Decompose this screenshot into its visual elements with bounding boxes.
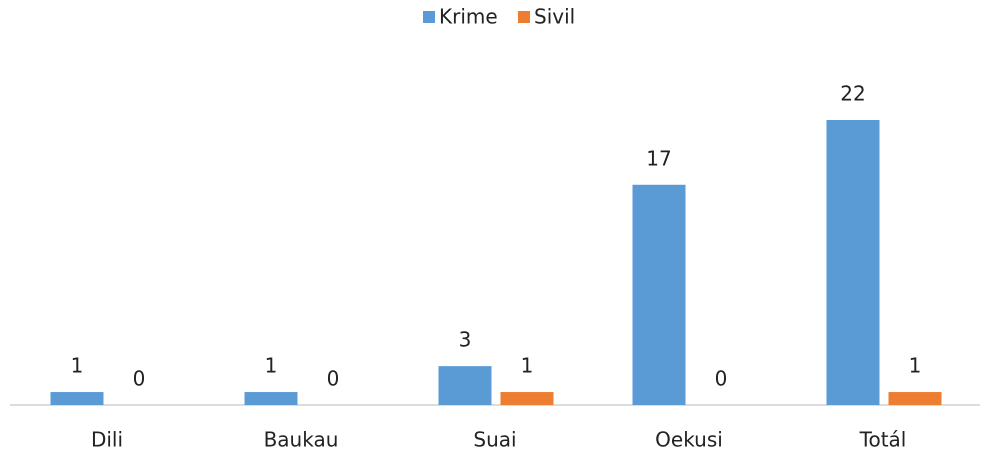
value-label: 1 (909, 354, 922, 378)
x-tick-label: Totál (859, 428, 907, 452)
legend-swatch (518, 11, 530, 23)
legend-label: Krime (439, 5, 498, 29)
bar (826, 120, 880, 405)
bar (244, 392, 298, 405)
value-label: 1 (71, 354, 84, 378)
value-label: 0 (327, 367, 340, 391)
x-tick-label: Oekusi (655, 428, 723, 452)
bar (632, 184, 686, 405)
value-label: 1 (521, 354, 534, 378)
value-label: 0 (133, 367, 146, 391)
value-label: 1 (265, 354, 278, 378)
bar (50, 392, 104, 405)
bar (888, 392, 942, 405)
value-label: 17 (646, 146, 671, 170)
legend-swatch (423, 11, 435, 23)
value-label: 3 (459, 328, 472, 352)
x-tick-label: Dili (91, 428, 123, 452)
value-label: 22 (840, 82, 865, 106)
x-tick-label: Baukau (264, 428, 339, 452)
value-label: 0 (715, 367, 728, 391)
bar (500, 392, 554, 405)
x-tick-label: Suai (473, 428, 516, 452)
legend-label: Sivil (534, 5, 575, 29)
bar (438, 366, 492, 405)
